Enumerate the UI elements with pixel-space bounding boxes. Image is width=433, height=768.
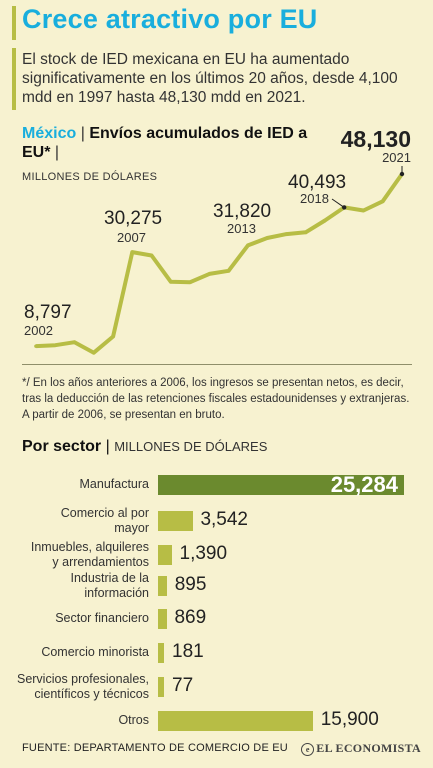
line-chart-unit: MILLONES DE DÓLARES	[22, 171, 158, 183]
highlight-point	[399, 171, 405, 177]
page-title: Crece atractivo por EU	[22, 4, 318, 34]
bar-value-label: 15,900	[320, 709, 379, 730]
bar-row: Comercio minorista 181	[0, 638, 433, 668]
data-point	[361, 208, 366, 213]
bar	[158, 511, 193, 531]
bar-value-label: 1,390	[179, 543, 228, 564]
data-point	[149, 253, 154, 258]
bar-category-label: Sector financiero	[55, 611, 149, 625]
data-label-value: 48,130	[341, 126, 411, 152]
bar-value-label: 895	[174, 574, 207, 595]
data-point	[53, 343, 58, 348]
bar	[158, 609, 167, 629]
title-accent-bar	[12, 6, 16, 40]
bar-value-label: 181	[172, 641, 204, 662]
bar-category-label: Inmuebles, alquileres y arrendamientos	[30, 540, 149, 569]
data-point	[111, 334, 115, 339]
intro-text: El stock de IED mexicana en EU ha aument…	[22, 51, 398, 106]
bar	[158, 643, 164, 663]
data-label-value: 31,820	[213, 201, 271, 222]
data-point	[188, 280, 192, 285]
bar-row: Otros 15,900	[0, 706, 433, 736]
data-label-value: 8,797	[24, 302, 72, 323]
bar-row: Sector financiero 869	[0, 604, 433, 634]
logo-mark: e	[301, 743, 315, 756]
data-label-value: 30,275	[104, 208, 162, 229]
data-point	[169, 279, 173, 284]
bar-category-label: Comercio minorista	[41, 645, 149, 659]
data-label-year: 2002	[24, 323, 53, 338]
bar-value-label: 3,542	[200, 509, 248, 530]
sector-chart-title: Por sector | MILLONES DE DÓLARES	[22, 438, 267, 456]
data-point	[226, 269, 231, 273]
data-point	[130, 250, 135, 254]
bar-row: Manufactura 25,284	[0, 470, 433, 500]
sector-title-text: Por sector	[22, 438, 102, 455]
data-label-year: 2013	[227, 221, 256, 236]
logo-text: EL ECONOMISTA	[316, 741, 421, 755]
data-point	[91, 350, 96, 355]
data-point	[207, 272, 212, 276]
line-chart-title-separator: |	[54, 144, 60, 161]
bar-value-label: 25,284	[330, 472, 398, 497]
bar-category-label: Comercio al por mayor	[60, 506, 149, 535]
data-point	[303, 230, 308, 235]
data-point	[34, 344, 38, 348]
line-chart-country: México	[22, 125, 77, 142]
data-label-year: 2007	[117, 230, 146, 245]
data-point	[246, 243, 250, 248]
bar-category-label: Servicios profesionales, científicos y té…	[16, 672, 149, 701]
data-point	[380, 199, 385, 204]
bar	[158, 677, 164, 697]
divider	[22, 364, 412, 365]
footnote: */ En los años anteriores a 2006, los in…	[22, 377, 410, 421]
data-label-value: 40,493	[288, 172, 346, 193]
line-chart-title: México | Envíos acumulados de IED a EU* …	[22, 124, 322, 162]
publisher-logo: e EL ECONOMISTA	[301, 741, 421, 756]
data-label-year: 2021	[382, 150, 411, 165]
data-label-year: 2018	[300, 191, 329, 206]
bar	[158, 576, 167, 596]
line-chart-separator: |	[80, 125, 85, 142]
bar-category-label: Industria de la información	[70, 571, 149, 600]
highlight-point	[342, 205, 347, 210]
line-chart-title-text: Envíos acumulados de IED a EU*	[22, 125, 308, 161]
series-line	[35, 172, 404, 355]
data-point	[323, 218, 327, 223]
data-point	[72, 340, 77, 344]
bar-value-label: 869	[174, 607, 207, 628]
data-point	[265, 236, 269, 240]
bar	[158, 711, 313, 731]
sector-separator: |	[105, 438, 110, 455]
bar-category-label: Manufactura	[79, 477, 149, 491]
sector-unit: MILLONES DE DÓLARES	[114, 439, 268, 454]
source-footer: FUENTE: DEPARTAMENTO DE COMERCIO DE EU	[22, 742, 288, 754]
bar-value-label: 77	[172, 675, 194, 696]
bar	[158, 475, 404, 495]
data-point	[284, 232, 289, 236]
leader-line	[331, 198, 345, 208]
bar-row: Comercio al por mayor 3,542	[0, 506, 433, 536]
bar-row: Industria de la información 895	[0, 571, 433, 601]
intro-accent-bar	[12, 48, 16, 110]
bar-category-label: Otros	[118, 713, 149, 727]
bar-row: Servicios profesionales, científicos y té…	[0, 672, 433, 702]
bar-row: Inmuebles, alquileres y arrendamientos 1,3…	[0, 540, 433, 570]
bar	[158, 545, 172, 565]
